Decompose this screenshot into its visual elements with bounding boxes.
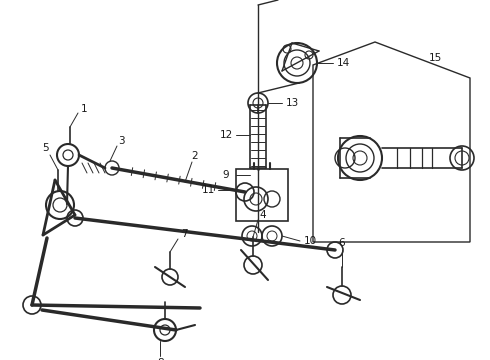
Text: 13: 13	[285, 98, 298, 108]
Bar	[236, 169, 288, 221]
Text: 8: 8	[158, 358, 164, 360]
Text: 14: 14	[336, 58, 350, 68]
Text: 2: 2	[192, 151, 198, 161]
Text: 5: 5	[42, 143, 49, 153]
Text: 9: 9	[222, 170, 229, 180]
Text: 15: 15	[428, 53, 441, 63]
Text: 6: 6	[339, 238, 345, 248]
Text: 12: 12	[220, 130, 233, 140]
Text: 1: 1	[81, 104, 87, 114]
Text: 3: 3	[118, 136, 124, 146]
Text: 7: 7	[181, 229, 187, 239]
Text: 4: 4	[260, 210, 266, 220]
Text: 11: 11	[201, 185, 215, 195]
Text: 10: 10	[303, 236, 317, 246]
